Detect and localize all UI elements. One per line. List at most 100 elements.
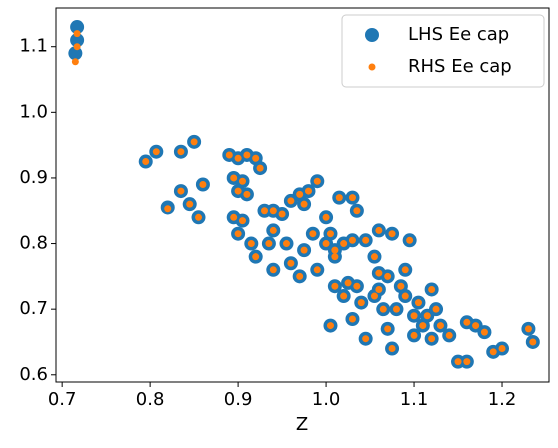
scatter-point: [252, 154, 260, 162]
scatter-point: [362, 236, 370, 244]
scatter-point: [375, 269, 383, 277]
scatter-point: [388, 345, 396, 353]
scatter-point: [353, 282, 361, 290]
scatter-point: [152, 148, 160, 156]
scatter-point: [401, 266, 409, 274]
scatter-point: [142, 158, 150, 166]
scatter-point: [73, 30, 81, 38]
scatter-point: [463, 318, 471, 326]
scatter-point: [322, 240, 330, 248]
scatter-point: [309, 230, 317, 238]
y-tick-label: 1.1: [19, 36, 48, 57]
scatter-point: [296, 190, 304, 198]
scatter-point: [269, 266, 277, 274]
scatter-point: [362, 335, 370, 343]
scatter-point: [70, 33, 85, 48]
scatter-point: [68, 46, 83, 61]
scatter-point: [445, 331, 453, 339]
scatter-point: [348, 315, 356, 323]
y-tick-label: 0.8: [19, 233, 48, 254]
scatter-point: [239, 217, 247, 225]
scatter-point: [304, 187, 312, 195]
legend-label: LHS Ee cap: [408, 24, 509, 45]
scatter-point: [73, 43, 81, 51]
scatter-point: [199, 181, 207, 189]
scatter-point: [375, 226, 383, 234]
scatter-point: [419, 322, 427, 330]
scatter-point: [348, 236, 356, 244]
scatter-point: [230, 174, 238, 182]
scatter-point: [414, 299, 422, 307]
scatter-point: [234, 187, 242, 195]
scatter-point: [243, 190, 251, 198]
scatter-point: [234, 230, 242, 238]
scatter-point: [230, 213, 238, 221]
scatter-point: [331, 282, 339, 290]
scatter-point: [410, 331, 418, 339]
scatter-point: [472, 322, 480, 330]
x-tick-label: 0.8: [136, 389, 165, 410]
scatter-point: [190, 138, 198, 146]
scatter-point: [335, 194, 343, 202]
x-tick-label: 1.0: [312, 389, 341, 410]
scatter-point: [282, 240, 290, 248]
x-tick-label: 1.2: [488, 389, 517, 410]
scatter-point: [177, 148, 185, 156]
x-axis-label: Z: [296, 414, 308, 435]
scatter-point: [529, 338, 537, 346]
scatter-point: [524, 325, 532, 333]
scatter-point: [370, 253, 378, 261]
scatter-point: [379, 305, 387, 313]
scatter-point: [195, 213, 203, 221]
scatter-point: [331, 246, 339, 254]
scatter-point: [331, 253, 339, 261]
scatter-point: [269, 226, 277, 234]
scatter-point: [498, 345, 506, 353]
scatter-point: [454, 358, 462, 366]
scatter-point: [313, 266, 321, 274]
scatter-point: [247, 240, 255, 248]
scatter-point: [370, 292, 378, 300]
scatter-point: [428, 285, 436, 293]
scatter-point: [300, 200, 308, 208]
y-tick-label: 0.9: [19, 167, 48, 188]
scatter-point: [234, 154, 242, 162]
scatter-point: [432, 305, 440, 313]
scatter-point: [287, 197, 295, 205]
scatter-point: [70, 20, 85, 35]
scatter-point: [423, 312, 431, 320]
legend-marker: [368, 63, 376, 71]
scatter-point: [384, 325, 392, 333]
legend-label: RHS Ee cap: [408, 56, 512, 77]
scatter-point: [392, 305, 400, 313]
scatter-point: [260, 207, 268, 215]
scatter-point: [71, 58, 79, 66]
scatter-point: [278, 210, 286, 218]
scatter-point: [480, 328, 488, 336]
scatter-point: [225, 151, 233, 159]
scatter-point: [256, 164, 264, 172]
scatter-point: [322, 213, 330, 221]
scatter-point: [269, 207, 277, 215]
scatter-point: [296, 272, 304, 280]
scatter-point: [388, 230, 396, 238]
scatter-point: [489, 348, 497, 356]
plot-frame: [55, 7, 550, 383]
scatter-point: [326, 322, 334, 330]
scatter-point: [357, 299, 365, 307]
scatter-point: [344, 279, 352, 287]
y-tick-label: 1.0: [19, 101, 48, 122]
scatter-point: [353, 207, 361, 215]
scatter-point: [384, 272, 392, 280]
scatter-point: [313, 177, 321, 185]
x-tick-label: 0.9: [224, 389, 253, 410]
legend-box: [341, 14, 545, 88]
scatter-point: [340, 292, 348, 300]
x-tick-label: 0.7: [48, 389, 77, 410]
scatter-point: [300, 246, 308, 254]
scatter-point: [428, 335, 436, 343]
scatter-point: [164, 205, 172, 213]
scatter-point: [287, 259, 295, 267]
scatter-point: [243, 151, 251, 159]
